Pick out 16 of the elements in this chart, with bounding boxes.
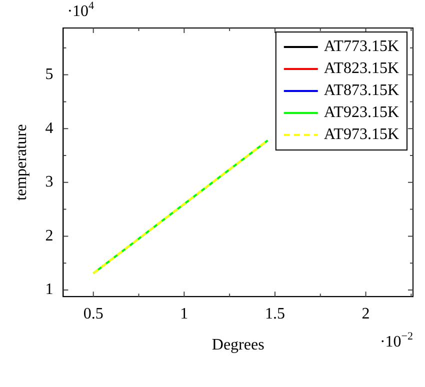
legend-label: AT873.15K bbox=[324, 82, 400, 100]
y-tick-label: 3 bbox=[45, 174, 54, 191]
x-tick-label: 1 bbox=[180, 305, 188, 322]
legend-label: AT923.15K bbox=[324, 104, 400, 122]
x-tick-label: 1.5 bbox=[264, 305, 285, 322]
y-tick-label: 1 bbox=[45, 281, 54, 298]
y-axis-title: temperature bbox=[12, 124, 30, 201]
x-axis-title: Degrees bbox=[212, 336, 264, 354]
x-tick-label: 2 bbox=[362, 305, 370, 322]
legend-label: AT773.15K bbox=[324, 38, 400, 56]
y-tick-label: 4 bbox=[45, 120, 54, 137]
y-tick-label: 2 bbox=[45, 227, 54, 244]
legend-label: AT823.15K bbox=[324, 60, 400, 78]
legend-label: AT973.15K bbox=[324, 126, 400, 144]
y-tick-label: 5 bbox=[45, 66, 54, 84]
x-tick-label: 0.5 bbox=[83, 305, 104, 322]
